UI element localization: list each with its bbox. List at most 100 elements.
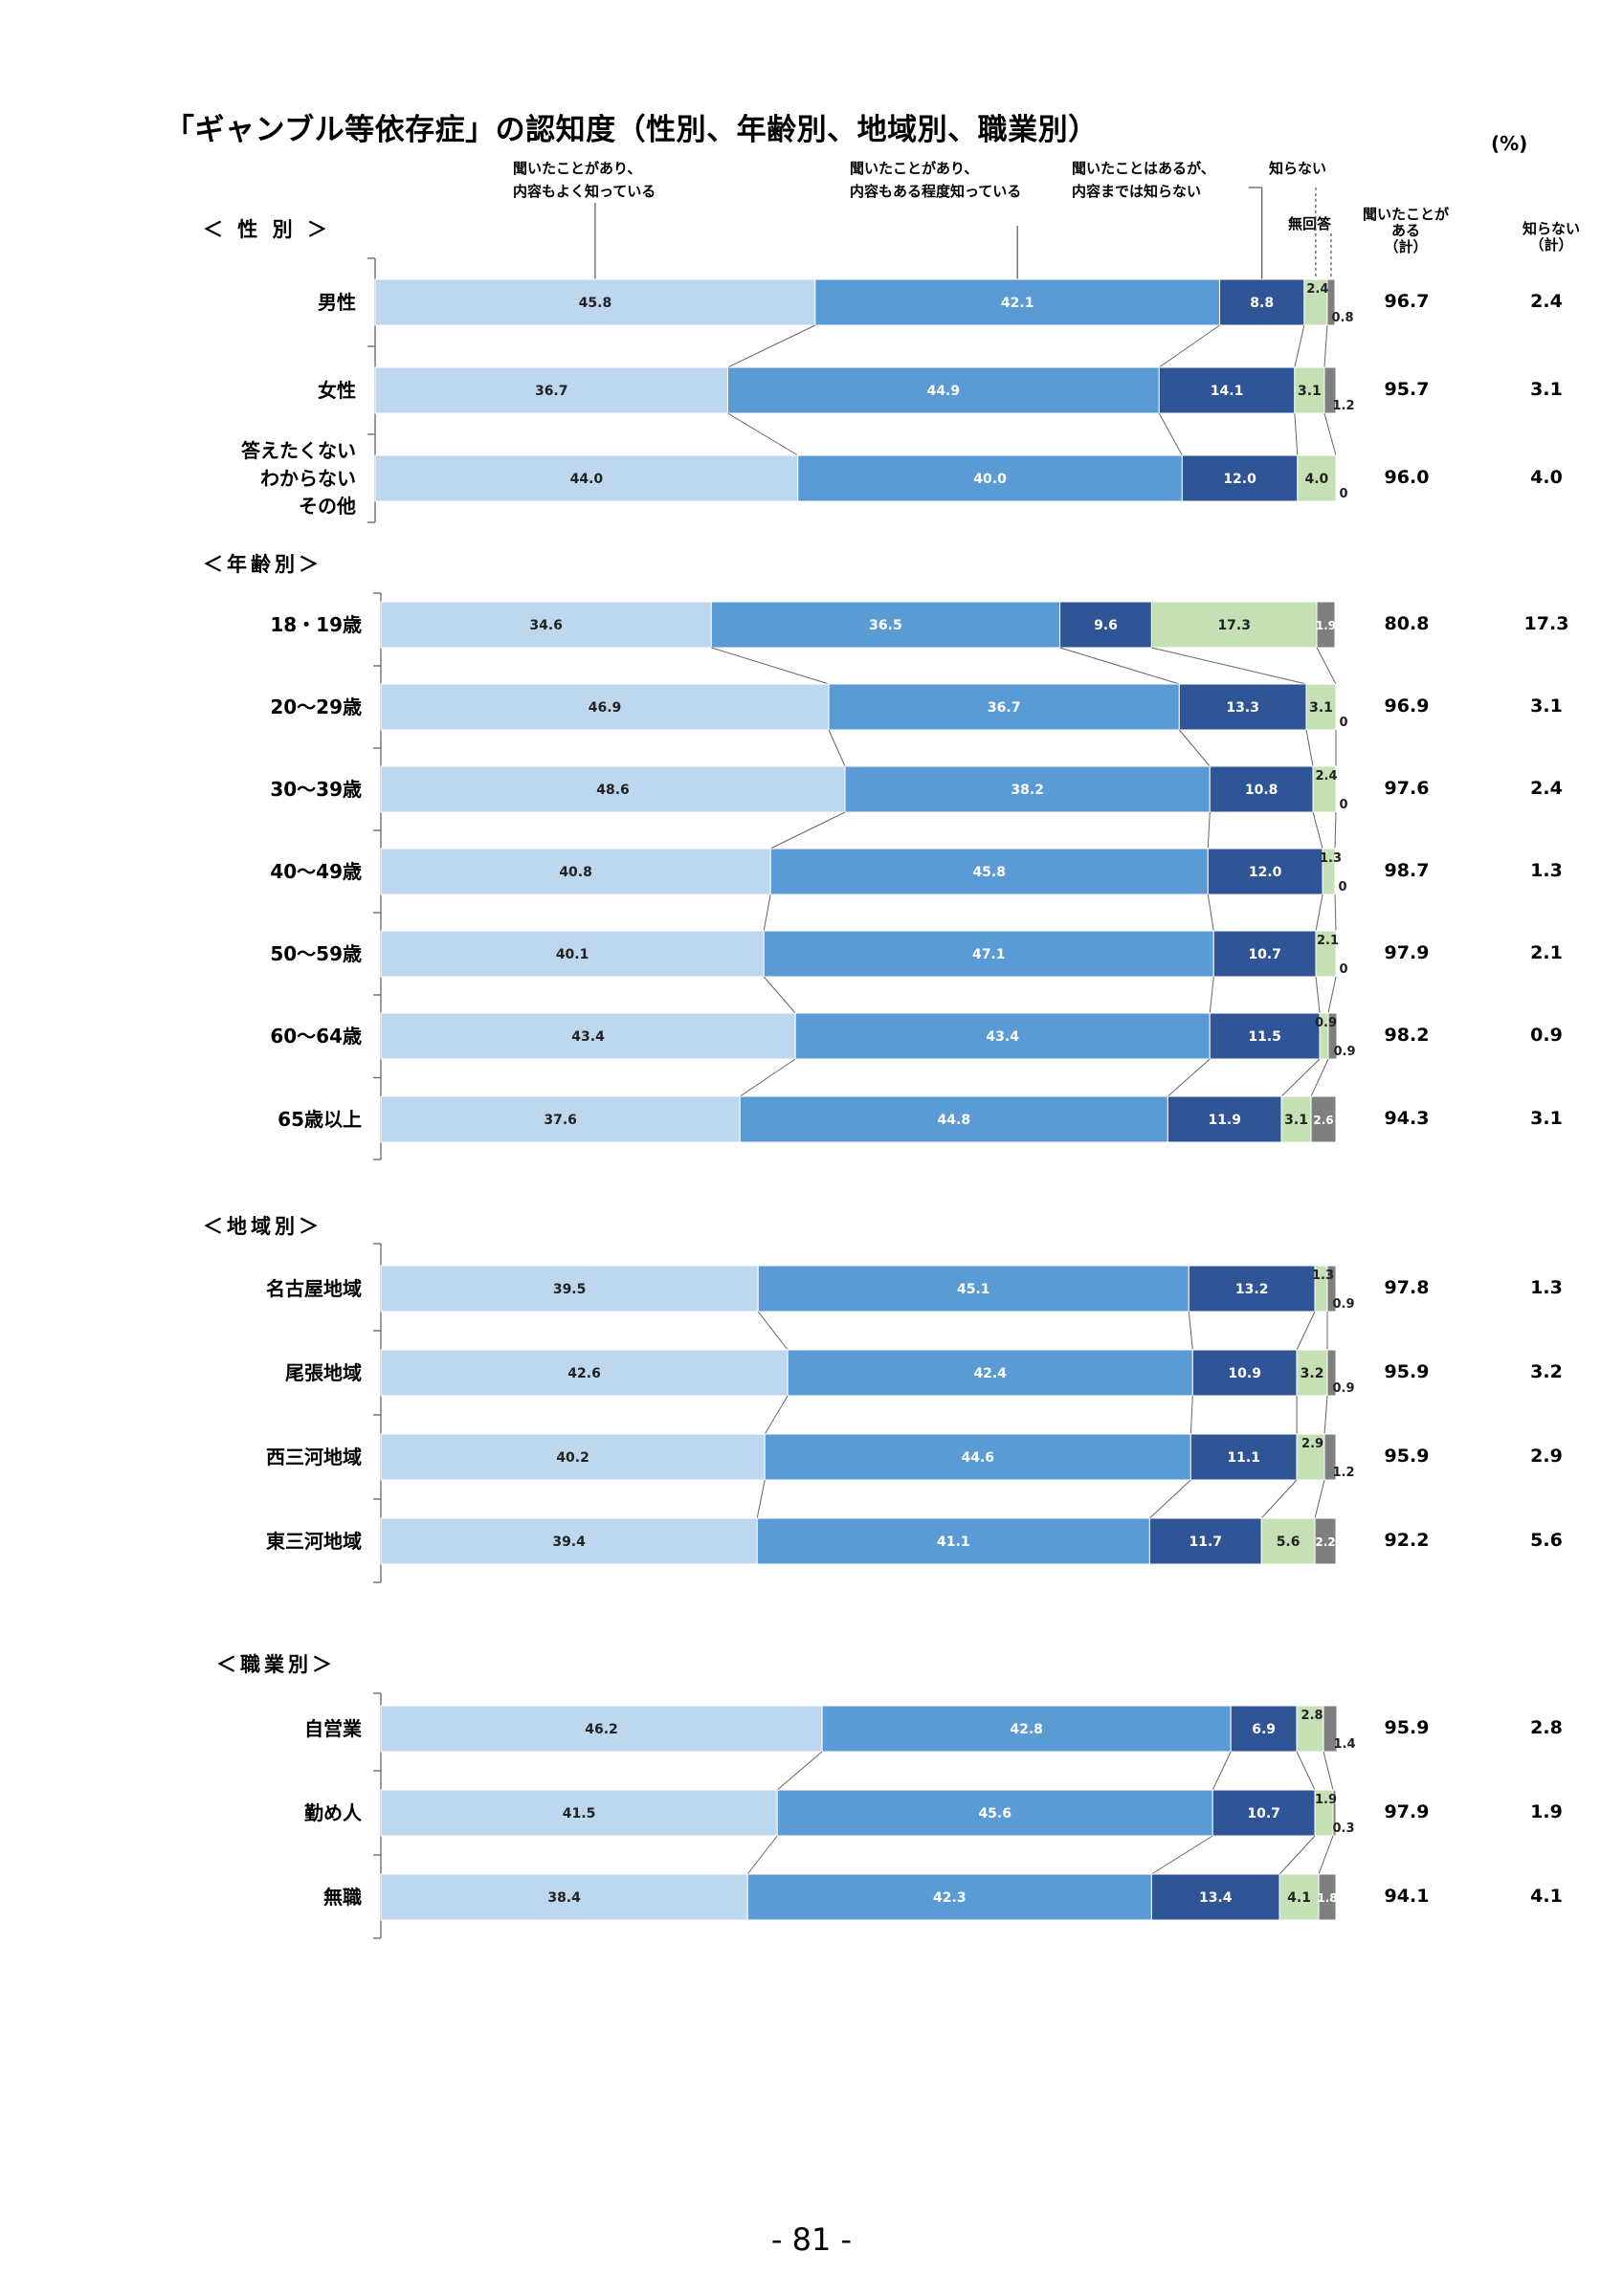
value-label-not-content: 10.8 (1245, 783, 1278, 798)
bar-segment-not-content (1219, 278, 1305, 326)
value-label-somewhat: 36.7 (988, 700, 1021, 716)
series-connector (764, 1395, 789, 1435)
bar-segment-not-content (1158, 366, 1296, 414)
bar-segment-somewhat (844, 765, 1211, 813)
value-label-dont-know: 3.1 (1309, 700, 1333, 716)
dont-know-total-value: 3.1 (1530, 695, 1563, 717)
bar-segment-dont-know (1294, 366, 1325, 414)
row-label: 40～49歳 (270, 859, 362, 883)
legend-somewhat: 聞いたことがあり、 内容もある程度知っている (850, 160, 1022, 200)
bar-segment-not-content (1181, 454, 1299, 502)
value-label-not-content: 9.6 (1094, 618, 1118, 633)
series-connector (1305, 729, 1314, 767)
bar-segment-dont-know (1296, 1433, 1325, 1481)
value-label-dont-know: 2.4 (1306, 282, 1328, 297)
bar-segment-somewhat (814, 278, 1221, 326)
value-label-no-answer: 0.9 (1332, 1381, 1354, 1396)
bar-segment-somewhat (756, 1517, 1150, 1565)
series-connector (739, 1058, 796, 1097)
heard-total-value: 97.9 (1384, 942, 1430, 963)
value-label-dont-know: 3.2 (1301, 1366, 1324, 1381)
series-connector (1207, 811, 1211, 850)
heard-total-value: 95.9 (1384, 1446, 1430, 1467)
value-label-dont-know: 3.1 (1284, 1113, 1308, 1128)
value-label-not-content: 11.5 (1248, 1029, 1281, 1045)
row-label: 尾張地域 (285, 1360, 362, 1384)
dont-know-total-value: 2.9 (1530, 1446, 1563, 1467)
bar-segment-no-answer (1323, 366, 1337, 414)
value-label-no-answer: 1.8 (1317, 1891, 1337, 1905)
bar-segment-not-content (1209, 765, 1314, 813)
value-label-not-content: 13.2 (1235, 1282, 1269, 1297)
series-connector (1294, 324, 1305, 368)
value-label-dont-know: 0.9 (1315, 1016, 1337, 1030)
value-label-very-well: 37.6 (544, 1113, 577, 1128)
row-label: 20～29歳 (270, 695, 362, 718)
value-label-somewhat: 44.8 (938, 1113, 971, 1128)
dont-know-total-value: 1.3 (1530, 1277, 1563, 1298)
value-label-no-answer: 1.4 (1333, 1737, 1355, 1752)
bar-segment-very-well (380, 1873, 748, 1921)
series-connector (1212, 1751, 1232, 1791)
value-label-dont-know: 3.1 (1298, 384, 1322, 399)
heard-total-value: 95.9 (1384, 1361, 1430, 1382)
series-connector (727, 412, 799, 456)
value-label-somewhat: 42.4 (973, 1366, 1007, 1381)
series-connector (1323, 1751, 1334, 1791)
header-heard-total: 聞いたことが ある （計） (1362, 206, 1449, 255)
value-label-not-content: 14.1 (1211, 384, 1244, 399)
value-label-no-answer: 0 (1339, 798, 1347, 812)
bar-segment-very-well (380, 1095, 741, 1143)
bar-segment-dont-know (1322, 848, 1336, 895)
bar-segment-very-well (374, 366, 728, 414)
value-label-no-answer: 0 (1339, 962, 1347, 977)
bar-segment-dont-know (1303, 278, 1328, 326)
value-label-somewhat: 42.1 (1001, 296, 1034, 311)
value-label-dont-know: 1.3 (1320, 851, 1342, 866)
heard-total-value: 97.6 (1384, 778, 1430, 799)
series-connector (1151, 1835, 1213, 1875)
bar-segment-somewhat (726, 366, 1160, 414)
value-label-somewhat: 44.9 (927, 384, 961, 399)
value-label-very-well: 38.4 (547, 1890, 581, 1906)
row-label: 無職 (323, 1885, 362, 1909)
bar-segment-not-content (1167, 1095, 1282, 1143)
bar-segment-dont-know (1278, 1873, 1320, 1921)
value-label-somewhat: 45.1 (957, 1282, 990, 1297)
dont-know-total-value: 2.4 (1530, 778, 1563, 799)
dont-know-total-value: 4.1 (1530, 1886, 1563, 1907)
row-label: 男性 (318, 290, 356, 314)
section-title: ＜ 性 別 ＞ (203, 218, 331, 241)
row-label: 18・19歳 (270, 612, 362, 636)
heard-total-value: 95.7 (1384, 379, 1430, 400)
series-connector (1296, 1751, 1316, 1791)
value-label-somewhat: 45.8 (972, 865, 1006, 880)
bar-segment-very-well (380, 1265, 759, 1313)
value-label-not-content: 11.9 (1208, 1113, 1241, 1128)
series-connector (763, 976, 796, 1014)
bar-segment-dont-know (1280, 1095, 1312, 1143)
value-label-somewhat: 47.1 (972, 947, 1006, 962)
row-label: 50～59歳 (270, 941, 362, 965)
series-connector (1278, 1835, 1316, 1875)
heard-total-value: 96.7 (1384, 291, 1430, 312)
series-connector (1158, 412, 1183, 456)
value-label-no-answer: 2.6 (1313, 1114, 1333, 1127)
row-label: 名古屋地域 (266, 1276, 362, 1300)
heard-total-value: 94.1 (1384, 1886, 1430, 1907)
value-label-dont-know: 2.9 (1301, 1437, 1323, 1451)
series-connector (1207, 894, 1214, 932)
value-label-very-well: 36.7 (535, 384, 568, 399)
value-label-not-content: 11.1 (1227, 1450, 1260, 1466)
bar-segment-not-content (1059, 601, 1152, 649)
row-label: 65歳以上 (278, 1107, 362, 1131)
dont-know-total-value: 3.2 (1530, 1361, 1563, 1382)
series-connector (828, 729, 846, 767)
series-connector (1327, 976, 1337, 1014)
series-connector (756, 1479, 766, 1519)
value-label-not-content: 12.0 (1249, 865, 1282, 880)
series-connector (1151, 647, 1307, 685)
series-connector (1318, 1835, 1334, 1875)
value-label-dont-know: 2.1 (1317, 934, 1339, 948)
